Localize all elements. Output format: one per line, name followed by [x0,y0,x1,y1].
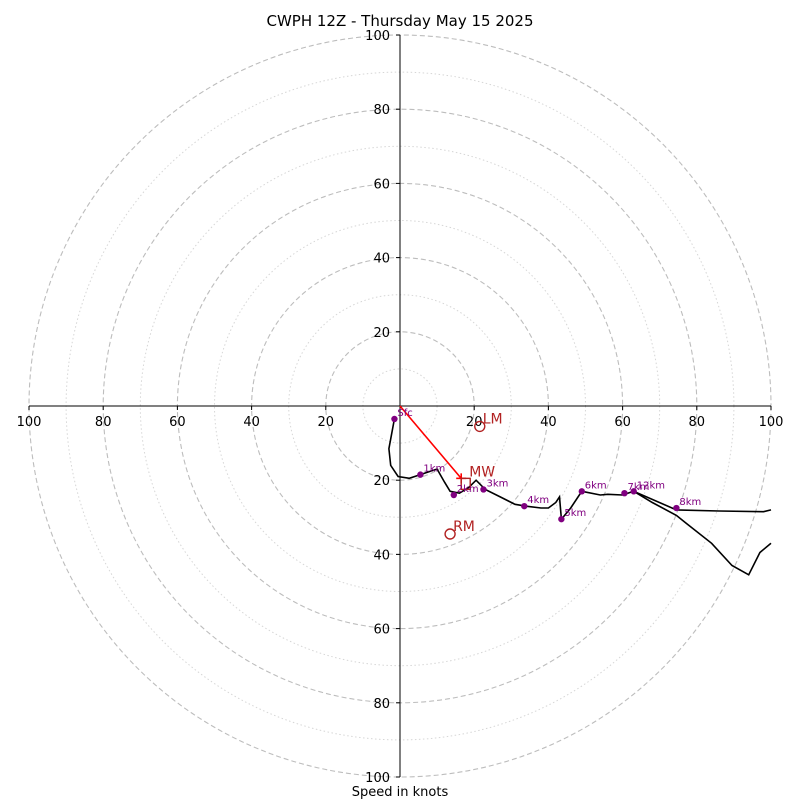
height-label: 6km [585,480,607,491]
y-tick-label: 20 [373,474,390,489]
height-label: 2km [457,484,479,495]
y-tick-label: 100 [365,29,390,44]
y-tick-label: 60 [373,623,390,638]
x-tick-label: 20 [466,415,483,430]
y-tick-label: 80 [373,103,390,118]
chart-title: CWPH 12Z - Thursday May 15 2025 [266,12,533,30]
x-tick-label: 80 [95,415,112,430]
x-tick-label: 100 [759,415,784,430]
x-tick-label: 80 [689,415,706,430]
height-label: 5km [564,508,586,519]
x-tick-label: 40 [243,415,260,430]
y-tick-label: 60 [373,177,390,192]
y-tick-label: 40 [373,252,390,267]
height-label: 1km [423,464,445,475]
y-tick-label: 20 [373,326,390,341]
height-label: Sfc [397,408,412,419]
height-label: 3km [486,478,508,489]
x-tick-label: 100 [17,415,42,430]
y-tick-label: 100 [365,771,390,786]
height-label: 4km [527,495,549,506]
hodograph-line-branch [634,491,771,511]
x-tick-label: 60 [169,415,186,430]
hodograph-line [389,419,771,575]
height-label: 12km [637,480,665,491]
storm-motion-rm-label: RM [453,519,475,535]
y-tick-label: 40 [373,548,390,563]
y-tick-label: 80 [373,697,390,712]
x-tick-label: 60 [614,415,631,430]
storm-motion-lm-label: LM [483,411,503,427]
x-tick-label: 20 [318,415,335,430]
hodograph-chart: CWPH 12Z - Thursday May 15 2025 100 80 60 4… [0,0,800,800]
hodograph-trace [389,419,771,575]
x-axis-label: Speed in knots [352,785,449,800]
x-tick-label: 40 [540,415,557,430]
height-label: 8km [679,497,701,508]
